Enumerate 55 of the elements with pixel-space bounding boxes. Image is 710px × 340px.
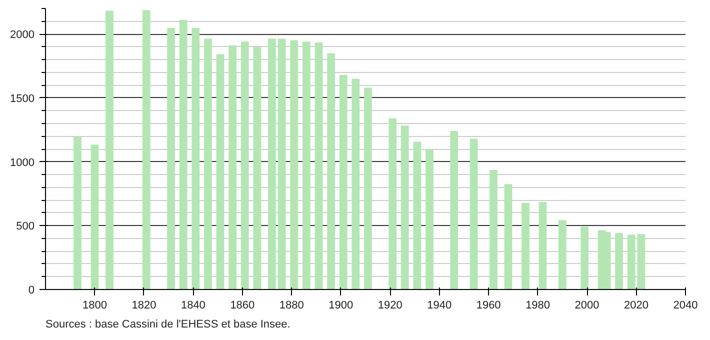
bar: [167, 28, 175, 290]
bar: [327, 53, 335, 290]
bar: [314, 42, 323, 290]
bar: [253, 47, 262, 290]
bar: [74, 136, 82, 290]
y-tick-label: 1500: [10, 92, 35, 105]
bar: [204, 38, 212, 290]
bar: [615, 233, 623, 290]
bar: [268, 38, 276, 290]
bar: [558, 220, 566, 290]
bar: [627, 234, 636, 290]
bar: [228, 45, 237, 290]
bar: [426, 149, 434, 290]
x-tick-label: 1960: [476, 300, 501, 312]
bar: [339, 74, 348, 290]
x-tick-label: 1940: [427, 300, 452, 312]
bar: [522, 202, 530, 290]
bar: [290, 40, 298, 290]
bar: [106, 10, 114, 290]
bar: [192, 28, 200, 290]
x-tick-label: 1800: [82, 300, 107, 312]
x-tick-label: 1840: [180, 300, 206, 312]
bar: [364, 88, 372, 290]
x-tick-label: 1820: [132, 300, 156, 312]
y-tick-label: 0: [28, 284, 35, 296]
bar: [240, 42, 249, 290]
bar: [413, 142, 422, 290]
y-tick-label: 2000: [10, 29, 35, 42]
x-tick-label: 1860: [230, 300, 255, 312]
bar: [450, 130, 458, 290]
bar: [352, 78, 360, 290]
bar: [580, 226, 589, 290]
x-tick-label: 1900: [328, 300, 354, 312]
bar: [538, 202, 547, 290]
bar: [90, 144, 99, 290]
y-tick-label: 1000: [10, 156, 35, 169]
bar: [179, 20, 188, 290]
x-tick-label: 2020: [624, 300, 649, 312]
bar: [490, 170, 498, 290]
x-tick-label: 2040: [673, 300, 698, 312]
bar: [278, 38, 286, 290]
y-tick-label: 500: [16, 220, 35, 233]
bar: [388, 118, 397, 290]
bar: [470, 138, 478, 290]
bar: [142, 10, 150, 290]
bar: [400, 126, 409, 290]
source-note: Sources : base Cassini de l'EHESS et base Insee.: [46, 318, 290, 330]
x-tick-label: 1880: [279, 300, 304, 312]
x-tick-label: 2000: [574, 300, 600, 312]
bar: [216, 54, 224, 290]
x-tick-label: 1980: [526, 300, 550, 312]
bar: [504, 184, 512, 290]
x-tick-label: 1920: [378, 300, 402, 312]
bar: [637, 234, 646, 290]
bar: [302, 42, 310, 290]
